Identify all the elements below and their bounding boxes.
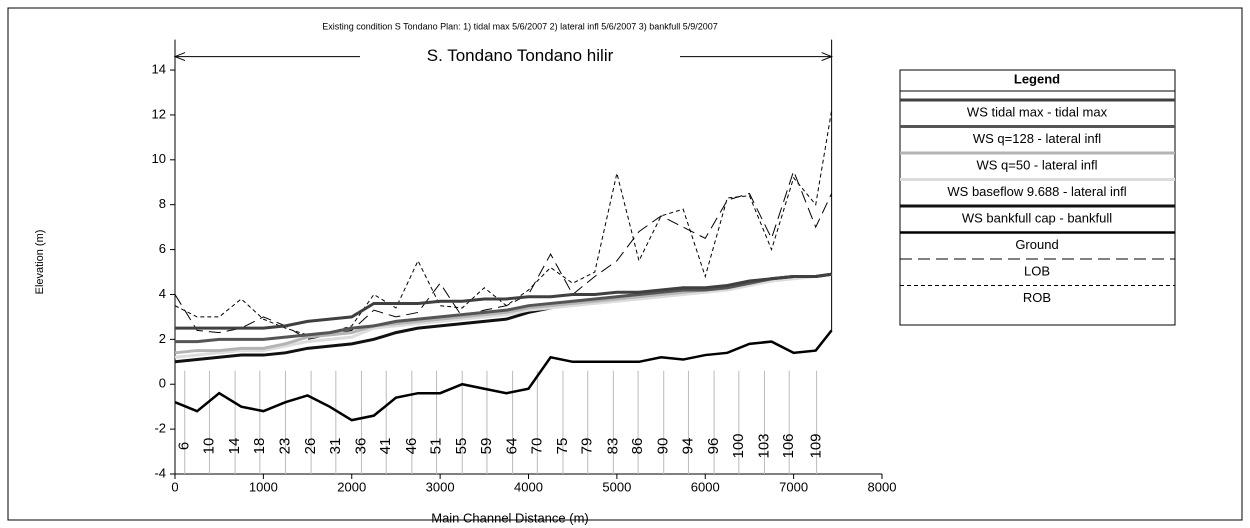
series-line — [174, 272, 832, 359]
station-label: 109 — [808, 433, 825, 458]
series-line — [174, 110, 833, 336]
station-label: 10 — [200, 438, 217, 455]
series-line — [175, 272, 832, 344]
legend-label: LOB — [1024, 263, 1050, 278]
station-label: 59 — [478, 438, 495, 455]
y-tick-label: 8 — [159, 196, 166, 211]
arrow-head — [821, 52, 833, 62]
reach-label: S. Tondano Tondano hilir — [427, 46, 614, 65]
y-tick-label: 6 — [159, 241, 166, 256]
station-label: 36 — [352, 438, 369, 455]
station-label: 90 — [655, 438, 672, 455]
station-label: 26 — [302, 438, 319, 455]
station-label: 55 — [453, 438, 470, 455]
x-tick-label: 2000 — [337, 479, 366, 494]
y-tick-label: -2 — [154, 421, 166, 436]
station-label: 46 — [403, 438, 420, 455]
legend-box — [899, 69, 1176, 326]
legend-label: WS baseflow 9.688 - lateral infl — [947, 184, 1126, 199]
y-tick-label: 10 — [152, 151, 166, 166]
y-tick-label: 0 — [159, 376, 166, 391]
legend-label: Ground — [1015, 237, 1058, 252]
station-label: 96 — [705, 438, 722, 455]
legend-label: WS tidal max - tidal max — [967, 104, 1108, 119]
x-axis-label: Main Channel Distance (m) — [431, 510, 589, 525]
x-tick-label: 7000 — [779, 479, 808, 494]
y-tick-label: 2 — [159, 331, 166, 346]
station-label: 70 — [528, 438, 545, 455]
x-tick-label: 1000 — [249, 479, 278, 494]
series-line — [174, 329, 833, 422]
y-tick-label: 4 — [159, 286, 166, 301]
series-line — [175, 272, 832, 330]
y-tick-label: -4 — [154, 465, 166, 480]
arrow-head — [173, 52, 186, 62]
station-label: 75 — [554, 438, 571, 455]
station-label: 64 — [504, 438, 521, 455]
station-label: 103 — [755, 433, 772, 458]
x-tick-label: 6000 — [691, 479, 720, 494]
station-label: 41 — [377, 438, 394, 455]
y-axis-label: Elevation (m) — [34, 230, 46, 295]
x-tick-label: 0 — [171, 479, 178, 494]
station-label: 31 — [327, 438, 344, 455]
station-label: 23 — [276, 438, 293, 455]
legend-label: WS q=50 - lateral infl — [976, 157, 1097, 172]
y-tick-label: 12 — [152, 106, 166, 121]
chart-title: Existing condition S Tondano Plan: 1) ti… — [322, 21, 718, 31]
station-label: 86 — [629, 438, 646, 455]
station-label: 83 — [604, 438, 621, 455]
legend-label: WS q=128 - lateral infl — [973, 131, 1101, 146]
station-label: 79 — [579, 438, 596, 455]
station-label: 51 — [428, 438, 445, 455]
frame — [7, 7, 1243, 521]
station-label: 6 — [176, 442, 193, 450]
x-tick-label: 3000 — [426, 479, 455, 494]
legend-label: WS bankfull cap - bankfull — [962, 210, 1112, 225]
station-label: 14 — [226, 438, 243, 455]
y-tick-label: 14 — [152, 61, 166, 76]
station-label: 106 — [780, 433, 797, 458]
x-tick-label: 4000 — [514, 479, 543, 494]
station-label: 100 — [730, 433, 747, 458]
legend-title: Legend — [1014, 71, 1060, 86]
station-label: 18 — [251, 438, 268, 455]
x-tick-label: 5000 — [602, 479, 631, 494]
station-label: 94 — [679, 438, 696, 455]
x-tick-label: 8000 — [868, 479, 897, 494]
legend-label: ROB — [1023, 290, 1051, 305]
